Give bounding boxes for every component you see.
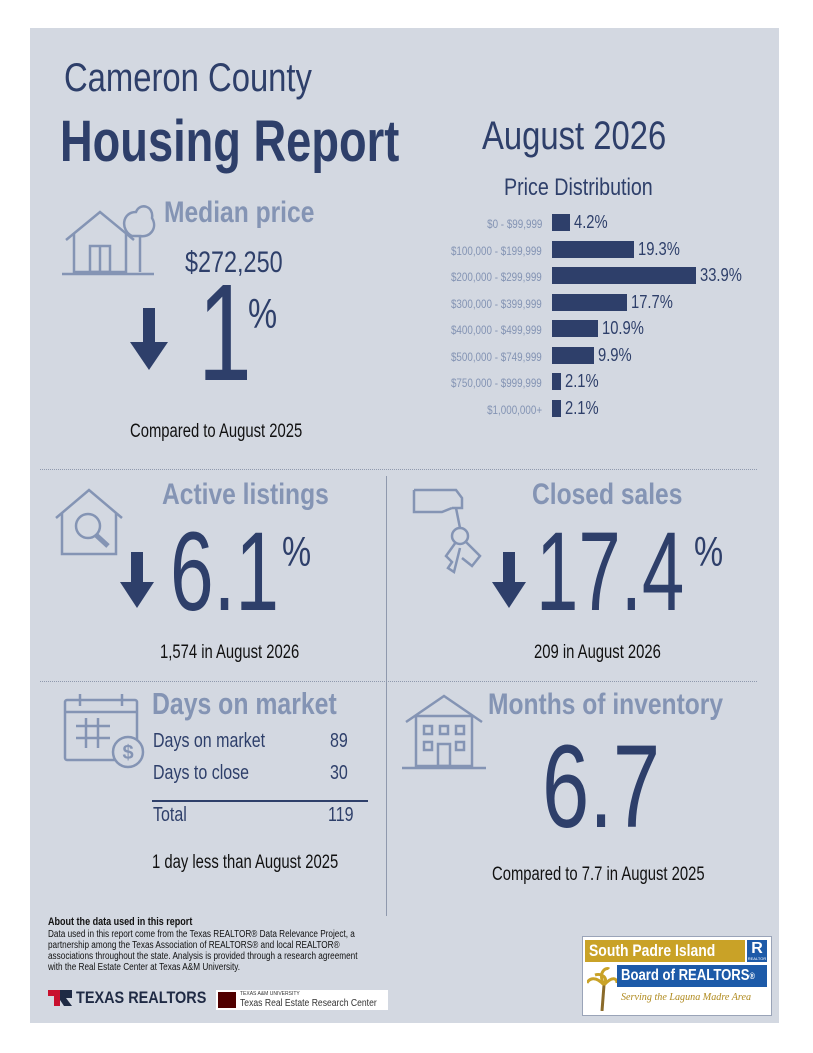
chart-bar: [552, 373, 561, 390]
chart-category-label: $0 - $99,999: [486, 217, 542, 231]
texas-realtors-mark-icon: [48, 990, 72, 1006]
inventory-value: 6.7: [542, 721, 661, 853]
chart-category-label: $200,000 - $299,999: [451, 270, 542, 284]
house-search-icon: [55, 488, 123, 556]
chart-value-label: 17.7%: [631, 291, 674, 312]
dom-title: Days on market: [152, 686, 337, 721]
calendar-dollar-icon: $: [63, 694, 145, 769]
close-row-label: Days to close: [153, 762, 250, 784]
svg-text:$: $: [122, 742, 133, 764]
median-change-number: 1: [198, 256, 252, 410]
inventory-note: Compared to 7.7 in August 2025: [492, 864, 705, 885]
inventory-title: Months of inventory: [488, 688, 724, 721]
chart-row: $100,000 - $199,999 19.3%: [30, 239, 779, 261]
median-price: $272,250: [185, 246, 283, 279]
chart-value-label: 9.9%: [598, 344, 632, 365]
active-change-unit: %: [282, 528, 312, 575]
dom-row-value: 89: [330, 730, 348, 752]
dom-note: 1 day less than August 2025: [152, 852, 339, 873]
chart-bar: [552, 267, 696, 284]
chart-category-label: $750,000 - $999,999: [451, 376, 542, 390]
chart-bar: [552, 320, 599, 337]
apartment-building-icon: [402, 694, 486, 770]
dom-total-label: Total: [153, 804, 187, 826]
closed-note: 209 in August 2026: [534, 642, 661, 663]
median-compare: Compared to August 2025: [130, 421, 303, 442]
chart-row: $1,000,000+ 2.1%: [30, 398, 779, 420]
chart-value-label: 19.3%: [637, 238, 680, 259]
chart-bar: [552, 399, 561, 417]
chart-value-label: 2.1%: [564, 397, 599, 418]
chart-category-label: $1,000,000+: [486, 402, 542, 417]
close-row-value: 30: [330, 762, 348, 784]
report-card: Cameron County Housing Report August 202…: [30, 28, 779, 1023]
dom-total-value: 119: [328, 804, 354, 826]
divider-horizontal-1: [40, 469, 757, 470]
chart-row: $300,000 - $399,999 17.7%: [30, 292, 779, 314]
divider-vertical: [386, 476, 387, 916]
chart-bar: [552, 214, 570, 231]
chart-row: $200,000 - $299,999 33.9%: [30, 265, 779, 287]
chart-title: Price Distribution: [504, 174, 653, 201]
chart-bar: [552, 240, 634, 258]
median-change-unit: %: [248, 290, 278, 337]
divider-horizontal-2: [40, 681, 757, 682]
chart-row: $0 - $99,999 4.2%: [30, 212, 779, 234]
chart-category-label: $500,000 - $749,999: [451, 349, 542, 364]
chart-row: $500,000 - $749,999 9.9%: [30, 345, 779, 367]
chart-category-label: $100,000 - $199,999: [451, 243, 542, 258]
report-period: August 2026: [482, 114, 667, 158]
realtor-r-icon: R REALTOR: [747, 940, 767, 962]
active-title: Active listings: [162, 478, 329, 511]
price-distribution-chart: $0 - $99,999 4.2% $100,000 - $199,999 19.3%…: [30, 212, 779, 432]
active-note: 1,574 in August 2026: [160, 642, 300, 663]
closed-change-unit: %: [694, 528, 724, 575]
chart-category-label: $300,000 - $399,999: [451, 296, 542, 311]
chart-value-label: 4.2%: [573, 212, 608, 232]
spi-line2: Board of REALTORS®: [617, 965, 767, 987]
about-heading: About the data used in this report: [48, 916, 193, 928]
spi-line1: South Padre Island: [585, 940, 745, 962]
chart-value-label: 2.1%: [564, 371, 599, 391]
report-title: Housing Report: [60, 109, 400, 174]
palm-tree-icon: [587, 967, 617, 1011]
spi-tagline: Serving the Laguna Madre Area: [621, 991, 752, 1003]
chart-bar: [552, 346, 595, 364]
closed-title: Closed sales: [532, 478, 683, 511]
arrow-down-icon: [130, 308, 168, 370]
chart-bar: [552, 293, 628, 311]
tamu-small-text: TEXAS A&M UNIVERSITY: [240, 991, 300, 997]
chart-row: $750,000 - $999,999 2.1%: [30, 371, 779, 393]
chart-value-label: 10.9%: [602, 318, 645, 338]
tamu-logo: TEXAS A&M UNIVERSITY Texas Real Estate R…: [216, 990, 388, 1010]
chart-category-label: $400,000 - $499,999: [451, 323, 542, 337]
texas-realtors-logo: TEXAS REALTORS: [48, 988, 229, 1008]
dom-row-label: Days on market: [153, 730, 266, 752]
median-title: Median price: [164, 196, 315, 229]
chart-value-label: 33.9%: [700, 265, 742, 285]
hand-keys-icon: [412, 488, 482, 575]
house-tree-icon: [62, 205, 156, 276]
tamu-mark-icon: [218, 992, 236, 1008]
chart-row: $400,000 - $499,999 10.9%: [30, 318, 779, 340]
dom-total-rule: [152, 800, 368, 802]
spi-board-logo: South Padre Island R REALTOR Board of RE…: [582, 936, 772, 1016]
arrow-down-icon: [120, 552, 154, 608]
active-change-number: 6.1: [170, 509, 279, 634]
county-title: Cameron County: [64, 56, 312, 100]
about-body: Data used in this report come from the T…: [48, 929, 358, 973]
arrow-down-icon: [492, 552, 526, 608]
closed-change-number: 17.4: [536, 509, 685, 634]
tamu-text: Texas Real Estate Research Center: [240, 998, 377, 1009]
